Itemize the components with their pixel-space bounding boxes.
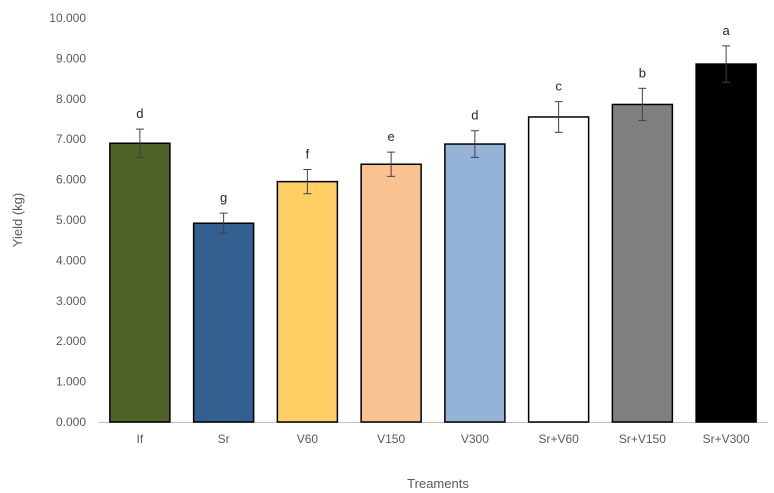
x-tick-label: V300 — [461, 432, 489, 446]
y-tick-label: 6.000 — [56, 173, 86, 187]
y-axis: 0.000 1.000 2.000 3.000 4.000 5.000 6.000 7.000… — [49, 11, 86, 429]
bar-if — [109, 142, 171, 423]
y-tick-label: 3.000 — [56, 294, 86, 308]
significance-letter: f — [306, 147, 310, 162]
error-bar — [219, 212, 228, 234]
significance-letter: a — [723, 23, 731, 38]
y-tick-label: 7.000 — [56, 132, 86, 146]
bar-v300 — [444, 143, 506, 423]
y-tick-label: 0.000 — [56, 415, 86, 429]
error-bar — [387, 151, 396, 177]
x-tick-label: V150 — [377, 432, 405, 446]
x-tick-label: Sr — [218, 432, 230, 446]
bar-v150 — [360, 163, 422, 423]
y-tick-label: 10.000 — [49, 11, 86, 25]
y-axis-title: Yield (kg) — [10, 193, 25, 247]
y-tick-label: 1.000 — [56, 375, 86, 389]
x-tick-label: V60 — [297, 432, 319, 446]
significance-letter: e — [388, 129, 395, 144]
significance-letter: d — [471, 108, 478, 123]
error-bar — [722, 45, 731, 83]
y-tick-label: 5.000 — [56, 213, 86, 227]
y-tick-label: 4.000 — [56, 253, 86, 267]
error-bar — [135, 128, 144, 158]
x-tick-label: Sr+V60 — [538, 432, 579, 446]
x-tick-label: Sr+V150 — [619, 432, 666, 446]
x-axis-title: Treaments — [407, 476, 469, 491]
error-bar — [303, 169, 312, 195]
y-tick-label: 9.000 — [56, 51, 86, 65]
significance-letter: d — [136, 106, 143, 121]
bar-sr — [192, 222, 255, 423]
x-tick-label: Sr+V300 — [703, 432, 750, 446]
bar-sr-v60 — [527, 116, 590, 423]
y-tick-label: 2.000 — [56, 334, 86, 348]
bars-group: d g f e d c b a — [109, 23, 757, 423]
significance-letter: b — [639, 65, 646, 80]
y-tick-label: 8.000 — [56, 92, 86, 106]
x-tick-label: If — [137, 432, 144, 446]
x-axis: If Sr V60 V150 V300 Sr+V60 Sr+V150 Sr+V300 — [137, 432, 750, 446]
error-bar — [470, 130, 479, 158]
significance-letter: c — [555, 79, 562, 94]
significance-letter: g — [220, 190, 227, 205]
error-bar — [554, 101, 563, 133]
bar-sr-v150 — [611, 103, 674, 423]
bar-sr-v300 — [695, 63, 757, 423]
error-bar — [638, 87, 647, 122]
bar-v60 — [276, 180, 339, 423]
